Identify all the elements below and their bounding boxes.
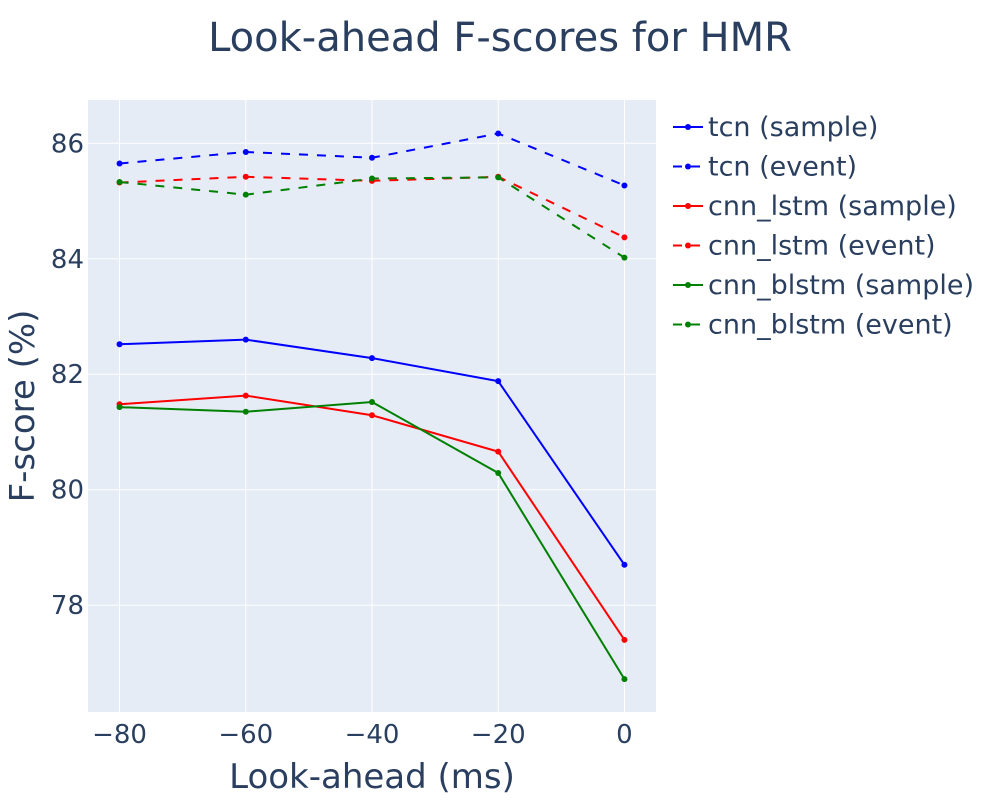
legend-item[interactable]: cnn_blstm (event) [673, 310, 953, 341]
data-point [621, 636, 628, 643]
legend-label: cnn_lstm (event) [708, 231, 936, 262]
data-point [621, 182, 628, 189]
data-point [495, 174, 502, 181]
data-point [242, 336, 249, 343]
chart-title: Look-ahead F-scores for HMR [208, 15, 792, 61]
y-axis-title: F-score (%) [3, 310, 43, 503]
data-point [242, 148, 249, 155]
x-tick-label: −20 [471, 720, 526, 750]
y-tick-label: 84 [51, 245, 84, 275]
legend-item[interactable]: tcn (sample) [673, 112, 878, 143]
y-tick-label: 86 [51, 129, 84, 159]
series-tcn-event [116, 130, 628, 189]
series-tcn-sample [116, 336, 628, 568]
legend-label: cnn_blstm (event) [708, 310, 953, 341]
legend-item[interactable]: cnn_blstm (sample) [673, 270, 974, 301]
data-point [116, 160, 123, 167]
data-point [242, 392, 249, 399]
x-tick-label: −60 [218, 720, 273, 750]
data-point [242, 408, 249, 415]
series-group [116, 130, 628, 683]
legend-marker [685, 242, 691, 249]
data-point [116, 341, 123, 348]
x-tick-label: −40 [345, 720, 400, 750]
x-tick-label: 0 [616, 720, 633, 750]
data-point [495, 448, 502, 455]
series-cnn-blstm-event [116, 174, 628, 261]
legend-item[interactable]: cnn_lstm (event) [673, 231, 936, 262]
y-tick-label: 82 [51, 360, 84, 390]
data-point [495, 130, 502, 137]
data-point [116, 178, 123, 185]
data-point [621, 254, 628, 261]
data-point [242, 173, 249, 180]
data-point [116, 404, 123, 411]
legend-label: tcn (sample) [708, 112, 878, 143]
data-point [621, 676, 628, 683]
legend-label: tcn (event) [708, 152, 857, 183]
tick-labels: −80 −60 −40 −20 0 78 80 82 84 86 [51, 129, 633, 750]
legend-item[interactable]: tcn (event) [673, 152, 857, 183]
data-point [621, 561, 628, 568]
legend-marker [685, 203, 691, 209]
x-tick-label: −80 [92, 720, 147, 750]
x-axis-title: Look-ahead (ms) [229, 757, 515, 797]
data-point [369, 355, 375, 362]
data-point [369, 412, 375, 419]
data-point [369, 154, 375, 161]
legend-marker [685, 124, 691, 130]
data-point [369, 175, 375, 182]
legend-label: cnn_blstm (sample) [708, 270, 974, 301]
data-point [242, 191, 249, 198]
legend-marker [685, 321, 691, 328]
data-point [495, 469, 502, 476]
legend[interactable]: tcn (sample) tcn (event) cnn_lstm (sample)… [673, 112, 974, 341]
data-point [621, 234, 628, 241]
legend-label: cnn_lstm (sample) [708, 191, 957, 222]
y-tick-label: 78 [51, 591, 84, 621]
legend-marker [685, 282, 691, 288]
data-point [495, 378, 502, 385]
series-cnn-blstm-sample [116, 398, 628, 683]
y-tick-label: 80 [51, 476, 84, 506]
legend-item[interactable]: cnn_lstm (sample) [673, 191, 957, 222]
legend-marker [685, 163, 691, 170]
grid [88, 100, 656, 712]
data-point [369, 398, 375, 405]
